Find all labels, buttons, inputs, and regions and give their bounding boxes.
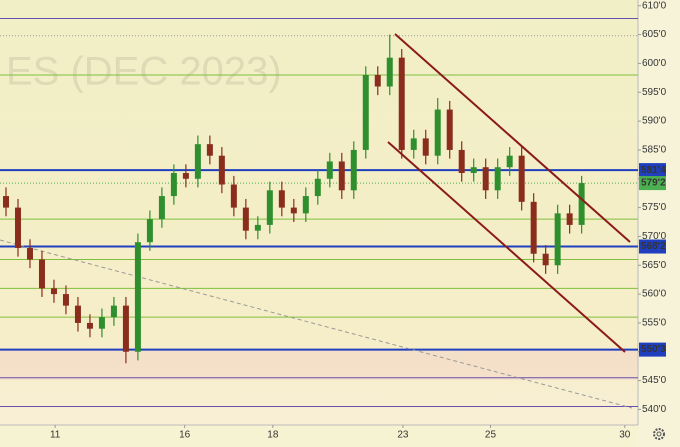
- candle-body: [278, 190, 285, 208]
- gear-hub: [656, 431, 662, 437]
- candle-body: [314, 178, 321, 197]
- candle-body: [530, 201, 537, 254]
- candle-body: [422, 138, 429, 156]
- price-tag-label: 581'4: [641, 165, 666, 176]
- candle-body: [482, 167, 489, 191]
- candle-body: [518, 155, 525, 202]
- y-tick-label: 540'0: [642, 404, 667, 415]
- candle-body: [74, 305, 81, 323]
- candle-body: [98, 317, 105, 329]
- price-tag-label: 579'2: [641, 178, 666, 189]
- x-tick-label: 25: [485, 430, 497, 441]
- candle-body: [38, 259, 45, 289]
- axis-background: [638, 0, 680, 447]
- channel-line: [387, 141, 626, 353]
- candle-body: [434, 109, 441, 156]
- candle-body: [458, 149, 465, 173]
- candle-body: [230, 184, 237, 208]
- channel-line: [394, 33, 631, 243]
- candle-body: [170, 172, 177, 197]
- candle-body: [386, 57, 393, 87]
- y-tick-label: 545'0: [642, 375, 667, 386]
- candle-body: [470, 167, 477, 173]
- candle-body: [506, 155, 513, 168]
- price-tag: [639, 176, 666, 191]
- x-tick-label: 23: [397, 430, 409, 441]
- y-tick-label: 590'0: [642, 116, 667, 127]
- gear[interactable]: [653, 428, 665, 440]
- candle-body: [218, 155, 225, 185]
- price-tag: [639, 342, 666, 357]
- candle-body: [134, 242, 141, 352]
- candle-body: [122, 305, 129, 352]
- price-tag: [639, 239, 666, 254]
- candle-body: [362, 74, 369, 150]
- candle-body: [410, 138, 417, 150]
- candle-body: [542, 253, 549, 266]
- candle-body: [254, 224, 261, 231]
- x-tick-label: 18: [267, 430, 279, 441]
- candle-body: [350, 149, 357, 191]
- y-tick-label: 570'0: [642, 231, 667, 242]
- candle-body: [266, 190, 273, 225]
- candle-body: [62, 294, 69, 306]
- candle-body: [194, 144, 201, 179]
- x-tick-label: 30: [619, 430, 631, 441]
- candle-body: [26, 247, 33, 260]
- x-tick-label: 11: [50, 430, 61, 441]
- price-tag-label: 550'3: [641, 344, 666, 355]
- trend-line: [0, 239, 633, 409]
- y-tick-label: 605'0: [642, 29, 667, 40]
- candle-body: [242, 207, 249, 231]
- x-tick-label: 16: [179, 430, 191, 441]
- candle-body: [494, 167, 501, 191]
- candle-body: [86, 322, 93, 329]
- candle-body: [302, 196, 309, 214]
- y-tick-label: 575'0: [642, 202, 667, 213]
- candle-body: [338, 161, 345, 191]
- y-tick-label: 585'0: [642, 145, 667, 156]
- candle-body: [578, 183, 585, 225]
- candle-body: [158, 196, 165, 220]
- zone: [0, 350, 638, 380]
- settings-icon[interactable]: [653, 428, 665, 440]
- y-tick-label: 600'0: [642, 58, 667, 69]
- candle-body: [2, 196, 9, 208]
- y-tick-label: 595'0: [642, 87, 667, 98]
- candle-body: [554, 213, 561, 266]
- candle-body: [290, 207, 297, 214]
- candle-body: [146, 219, 153, 243]
- candle-body: [326, 161, 333, 179]
- y-tick-label: 610'0: [642, 0, 667, 11]
- y-tick-label: 555'0: [642, 318, 667, 329]
- y-tick-label: 560'0: [642, 289, 667, 300]
- price-tag-label: 568'2: [641, 241, 666, 252]
- price-tag: [639, 163, 666, 178]
- candle-body: [50, 288, 57, 295]
- candle-body: [14, 207, 21, 248]
- candle-body: [206, 144, 213, 156]
- candle-body: [182, 172, 189, 179]
- watermark: ES (DEC 2023): [6, 50, 282, 94]
- candle-body: [374, 74, 381, 87]
- candle-body: [446, 109, 453, 150]
- candle-body: [398, 57, 405, 150]
- candle-body: [566, 213, 573, 225]
- y-tick-label: 565'0: [642, 260, 667, 271]
- candle-body: [110, 305, 117, 318]
